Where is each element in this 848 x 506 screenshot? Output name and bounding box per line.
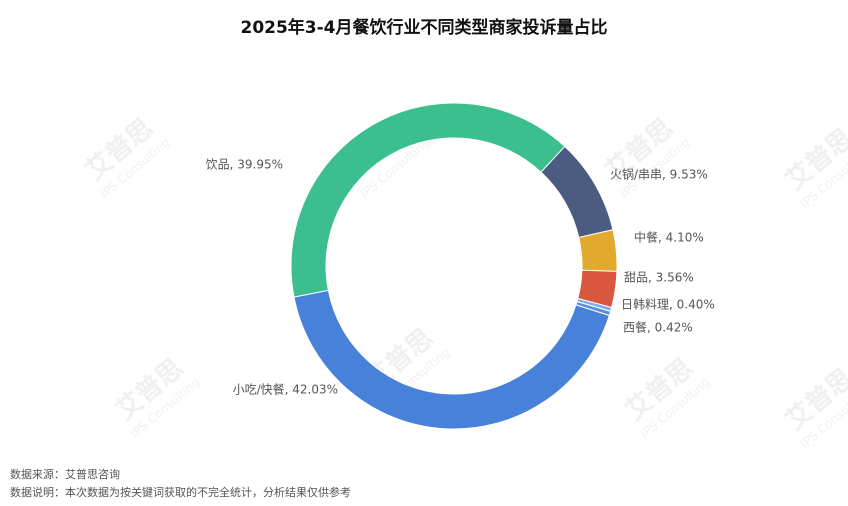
slice-label: 西餐, 0.42% bbox=[623, 320, 693, 335]
slice-label: 火锅/串串, 9.53% bbox=[610, 167, 708, 182]
donut-slice bbox=[578, 229, 618, 272]
slice-label: 甜品, 3.56% bbox=[624, 271, 694, 285]
data-note: 数据说明：本次数据为按关键词获取的不完全统计，分析结果仅供参考 bbox=[10, 485, 351, 499]
donut bbox=[290, 102, 618, 430]
chart-title: 2025年3-4月餐饮行业不同类型商家投诉量占比 bbox=[240, 17, 607, 38]
slice-label: 饮品, 39.95% bbox=[206, 158, 283, 172]
source-note: 数据来源：艾普思咨询 bbox=[10, 467, 120, 481]
slice-label: 中餐, 4.10% bbox=[634, 230, 704, 245]
slice-label: 日韩料理, 0.40% bbox=[621, 297, 715, 312]
slice-label: 小吃/快餐, 42.03% bbox=[233, 382, 338, 397]
donut-slice bbox=[293, 289, 610, 430]
